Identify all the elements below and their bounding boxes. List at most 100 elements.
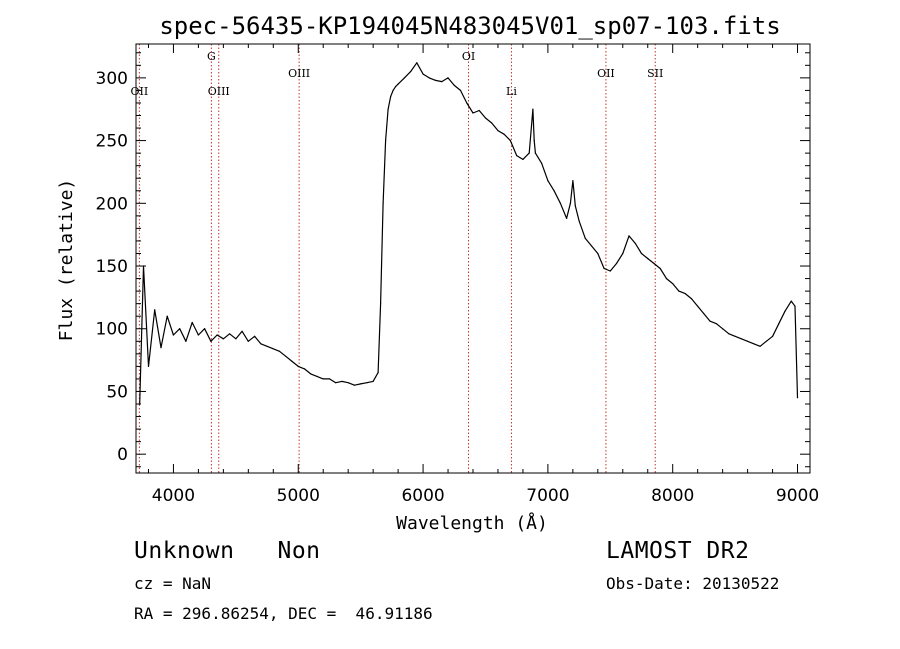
- data-point: [422, 73, 424, 75]
- data-point: [740, 338, 743, 340]
- data-point: [684, 293, 686, 295]
- data-point: [533, 140, 535, 142]
- data-point: [278, 350, 281, 352]
- y-tick-label: 0: [117, 445, 128, 465]
- data-point: [235, 338, 237, 340]
- data-point: [778, 323, 780, 325]
- data-point: [191, 321, 193, 324]
- data-point: [591, 245, 593, 247]
- data-point: [484, 117, 487, 119]
- data-point: [509, 140, 511, 142]
- data-point: [382, 202, 384, 204]
- data-point: [665, 278, 668, 280]
- data-point: [247, 340, 249, 342]
- marker-label: OII: [131, 85, 149, 98]
- data-point: [303, 368, 306, 370]
- data-point: [291, 360, 293, 362]
- data-point: [653, 262, 655, 265]
- data-point: [747, 340, 749, 342]
- data-point: [753, 343, 755, 345]
- data-point: [197, 334, 199, 336]
- y-axis-label: Flux (relative): [56, 179, 77, 342]
- data-point: [532, 108, 534, 110]
- data-point: [322, 378, 324, 380]
- data-point: [516, 155, 518, 157]
- data-point: [260, 343, 262, 345]
- data-point: [703, 313, 705, 315]
- data-point: [390, 96, 392, 98]
- data-point: [310, 373, 312, 375]
- data-point: [584, 237, 586, 239]
- data-point: [403, 77, 405, 79]
- coordinates-label: RA = 296.86254, DEC = 46.91186: [134, 604, 433, 623]
- y-tick-label: 200: [96, 194, 128, 214]
- data-point: [559, 202, 562, 204]
- data-point: [784, 310, 786, 312]
- data-point: [347, 382, 349, 384]
- y-tick-label: 50: [106, 382, 128, 402]
- data-point: [634, 242, 636, 244]
- data-point: [522, 158, 524, 160]
- data-point: [341, 380, 343, 382]
- data-point: [428, 77, 430, 79]
- data-point: [216, 334, 218, 336]
- data-point: [759, 345, 761, 347]
- data-point: [366, 382, 368, 384]
- data-point: [472, 112, 474, 114]
- obs-date-label: Obs-Date: 20130522: [606, 574, 780, 593]
- data-point: [690, 298, 693, 300]
- data-point: [147, 365, 150, 367]
- data-point: [395, 86, 397, 88]
- data-point: [628, 235, 630, 237]
- chart-title: spec-56435-KP194045N483045V01_sp07-103.f…: [159, 12, 780, 40]
- data-point: [572, 180, 574, 182]
- data-point: [765, 340, 767, 342]
- data-point: [794, 305, 796, 307]
- data-point: [796, 397, 799, 399]
- data-point: [297, 365, 299, 367]
- data-point: [574, 205, 576, 207]
- x-axis-label: Wavelength (Å): [396, 512, 548, 534]
- marker-label: OI: [462, 50, 475, 63]
- data-point: [410, 71, 412, 73]
- y-tick-label: 300: [96, 69, 128, 89]
- data-point: [204, 328, 206, 330]
- emission-line-markers: OII G OIII OIII OI Li OII SII: [131, 44, 663, 473]
- data-point: [528, 152, 530, 154]
- data-point: [497, 130, 499, 132]
- data-point: [578, 220, 580, 222]
- data-point: [534, 152, 537, 154]
- classification-label: Unknown Non: [134, 538, 321, 564]
- data-point: [553, 190, 555, 192]
- data-point: [697, 305, 699, 307]
- data-point: [328, 378, 331, 380]
- data-point: [503, 133, 505, 135]
- data-point: [772, 335, 774, 337]
- data-point: [222, 338, 224, 340]
- data-point: [715, 323, 718, 325]
- data-point: [266, 345, 268, 347]
- data-point: [353, 384, 355, 386]
- y-tick-label: 250: [96, 132, 128, 152]
- x-tick-label: 9000: [776, 486, 819, 506]
- data-point: [441, 81, 443, 83]
- data-point: [154, 309, 156, 311]
- survey-label: LAMOST DR2: [606, 538, 750, 564]
- data-point: [547, 180, 549, 182]
- data-point: [385, 140, 387, 142]
- x-tick-label: 4000: [152, 486, 195, 506]
- data-point: [416, 62, 418, 64]
- data-point: [678, 290, 680, 292]
- data-point: [672, 283, 674, 285]
- data-point: [659, 267, 661, 270]
- data-point: [722, 328, 724, 330]
- data-point: [335, 382, 337, 384]
- data-point: [603, 267, 605, 270]
- data-point: [254, 335, 256, 337]
- data-point: [377, 372, 379, 374]
- data-point: [640, 252, 643, 255]
- data-point: [647, 257, 649, 260]
- data-point: [210, 340, 212, 342]
- data-point: [569, 202, 572, 204]
- data-point: [160, 347, 162, 349]
